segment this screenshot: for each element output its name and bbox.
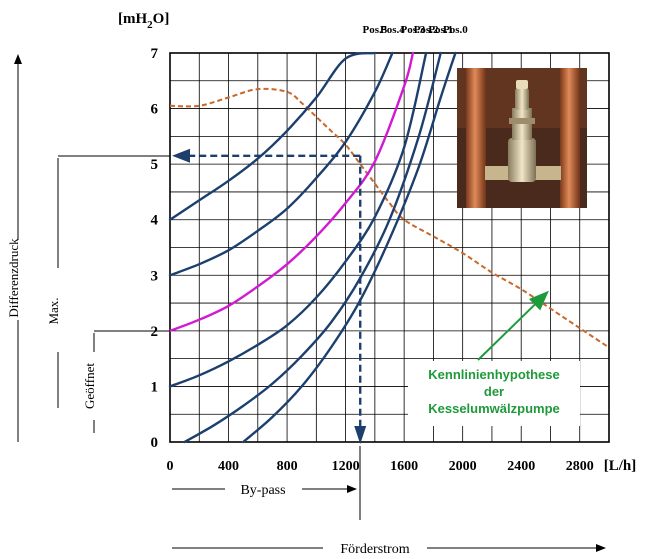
- y-tick-label: 6: [151, 102, 159, 118]
- x-tick-label: 2000: [449, 459, 477, 474]
- y-axis-unit: [mH2O]: [118, 11, 169, 31]
- y-tick-label: 0: [151, 435, 159, 451]
- x-tick-label: 1200: [332, 459, 360, 474]
- series-label: Pos.0: [443, 24, 468, 36]
- x-tick-label: 400: [218, 459, 239, 474]
- x-tick-label: 2400: [507, 459, 535, 474]
- series-line-pos2: [168, 51, 428, 388]
- valve-series-layer: [168, 51, 457, 444]
- foerderstrom-label: Förderstrom: [340, 542, 409, 557]
- valve-photo: [457, 68, 587, 208]
- x-axis-unit: [L/h]: [604, 458, 637, 474]
- series-line-pos0: [242, 51, 457, 444]
- op-left-arrowhead: [172, 148, 190, 163]
- plot-frame: [169, 52, 610, 443]
- series-line-pos3: [168, 51, 415, 333]
- geoeffnet-label: Geöffnet: [82, 363, 97, 409]
- annotation-box: [408, 361, 580, 426]
- x-tick-label: 1600: [390, 459, 418, 474]
- op-down-arrowhead: [354, 426, 367, 444]
- differenzdruck-label: Differenzdruck: [6, 238, 21, 318]
- y-tick-labels: 0 1 2 3 4 5 6 7: [151, 46, 159, 451]
- annotation-arrow: [477, 290, 549, 361]
- y-tick-label: 3: [151, 268, 159, 284]
- series-line-pos1: [183, 51, 442, 444]
- x-tick-label: 2800: [566, 459, 594, 474]
- series-line-pos5: [168, 51, 377, 221]
- series-label: Pos.2: [414, 24, 439, 36]
- x-tick-labels: 0 400 800 1200 1600 2000 2400 2800: [167, 459, 594, 474]
- annotation-line-3: Kesselumwälzpumpe: [428, 401, 560, 416]
- series-label: Pos.5: [362, 24, 387, 36]
- x-tick-label: 0: [167, 459, 174, 474]
- series-line-pos4: [168, 51, 394, 277]
- bypass-label: By-pass: [240, 483, 285, 498]
- operating-point-guides: [172, 148, 367, 444]
- y-tick-label: 5: [151, 157, 159, 173]
- annotation-line-2: der: [484, 384, 504, 399]
- y-tick-label: 4: [151, 213, 159, 229]
- y-tick-label: 1: [151, 379, 159, 395]
- x-tick-label: 800: [277, 459, 298, 474]
- y-tick-label: 2: [151, 324, 159, 340]
- max-label: Max.: [46, 297, 61, 324]
- annotation-line-1: Kennlinienhypothese: [428, 367, 559, 382]
- series-label: Pos.1: [428, 24, 453, 36]
- series-label: Pos.3: [401, 24, 426, 36]
- series-label: Pos.4: [380, 24, 405, 36]
- y-tick-label: 7: [151, 46, 159, 62]
